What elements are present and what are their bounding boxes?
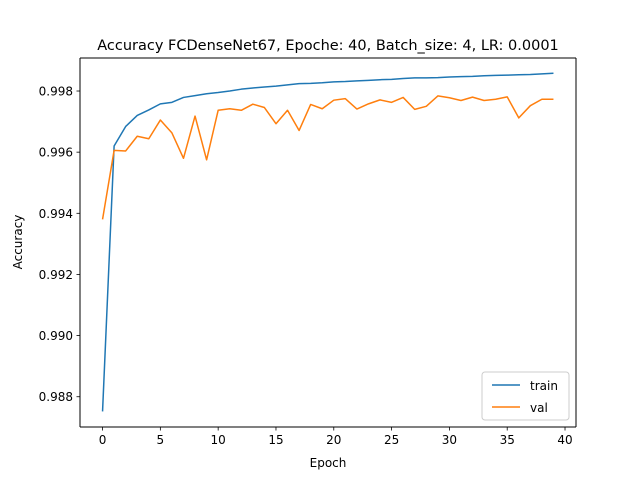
x-tick-label: 30: [442, 433, 457, 447]
x-axis-label: Epoch: [310, 456, 347, 470]
x-tick-label: 0: [99, 433, 107, 447]
axes-frame: [79, 57, 577, 428]
y-tick-label: 0.992: [39, 268, 73, 282]
x-tick-label: 5: [157, 433, 165, 447]
x-tick-label: 35: [500, 433, 515, 447]
x-tick-label: 10: [211, 433, 226, 447]
series-line-train: [101, 72, 554, 412]
legend: train val: [481, 371, 570, 421]
y-tick-label: 0.994: [39, 207, 73, 221]
series-layer: [101, 72, 554, 412]
x-axis-ticks: 0 5 10 15 20 25 30 35 40: [99, 427, 573, 447]
x-tick-label: 25: [384, 433, 399, 447]
legend-label-val: val: [530, 401, 548, 415]
x-tick-label: 40: [557, 433, 572, 447]
plot-background: [80, 58, 576, 427]
y-axis-label: Accuracy: [11, 215, 25, 270]
y-axis-ticks: 0.988 0.990 0.992 0.994 0.996 0.998: [39, 85, 80, 404]
plot-area: [79, 57, 577, 428]
legend-label-train: train: [530, 379, 558, 393]
y-tick-label: 0.990: [39, 329, 73, 343]
chart-title: Accuracy FCDenseNet67, Epoche: 40, Batch…: [97, 38, 559, 54]
y-tick-label: 0.988: [39, 390, 73, 404]
y-tick-label: 0.998: [39, 85, 73, 99]
y-tick-label: 0.996: [39, 146, 73, 160]
series-line-val: [101, 95, 554, 220]
legend-box: [481, 371, 570, 421]
x-tick-label: 15: [268, 433, 283, 447]
x-tick-label: 20: [326, 433, 341, 447]
